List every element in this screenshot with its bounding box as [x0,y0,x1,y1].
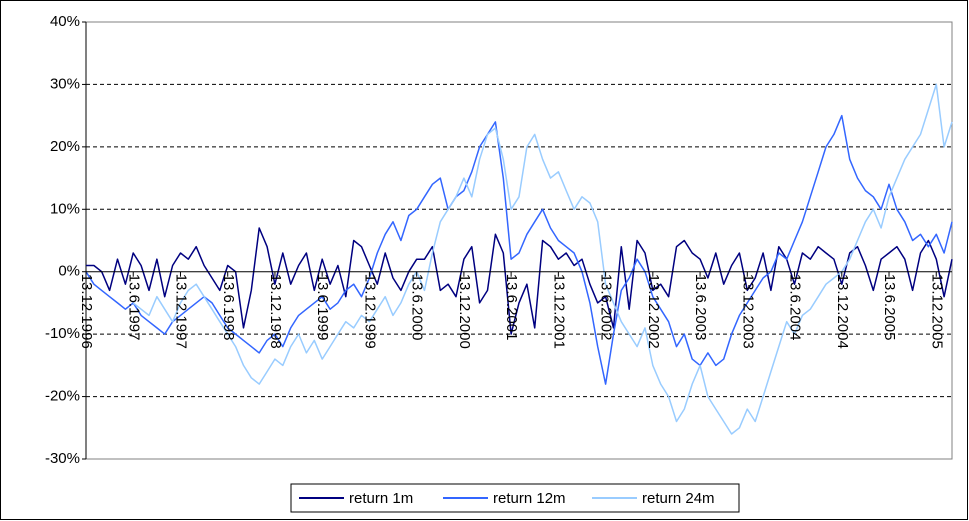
legend-label: return 24m [642,490,715,507]
y-tick-label: 20% [50,138,80,155]
x-tick-label: 13.12.2002 [645,274,662,349]
y-tick-label: 0% [58,263,80,280]
x-tick-label: 13.6.2002 [598,274,615,341]
x-tick-label: 13.12.2004 [834,274,851,349]
series-line [86,227,953,335]
x-tick-label: 13.12.1996 [78,274,95,349]
x-tick-label: 13.12.2005 [928,274,945,349]
legend-box [290,483,740,513]
x-tick-label: 13.6.2000 [409,274,426,341]
y-tick-label: 10% [50,200,80,217]
x-tick-label: 13.6.1998 [220,274,237,341]
x-tick-label: 13.12.2000 [456,274,473,349]
y-tick-label: -20% [45,388,80,405]
y-tick-label: -30% [45,450,80,467]
x-tick-label: 13.12.2003 [739,274,756,349]
x-tick-label: 13.12.1997 [173,274,190,349]
series-line [132,83,953,435]
x-tick-label: 13.6.2005 [881,274,898,341]
y-tick-label: 30% [50,75,80,92]
y-tick-label: -10% [45,325,80,342]
legend-label: return 12m [493,490,566,507]
x-tick-label: 13.12.2001 [550,274,567,349]
x-tick-label: 13.6.2003 [692,274,709,341]
legend-label: return 1m [349,490,413,507]
x-tick-label: 13.12.1998 [267,274,284,349]
x-tick-label: 13.6.1999 [314,274,331,341]
x-tick-label: 13.6.2001 [503,274,520,341]
x-tick-label: 13.6.1997 [125,274,142,341]
x-tick-label: 13.6.2004 [787,274,804,341]
y-tick-label: 40% [50,13,80,30]
series-line [85,114,953,385]
x-tick-label: 13.12.1999 [361,274,378,349]
